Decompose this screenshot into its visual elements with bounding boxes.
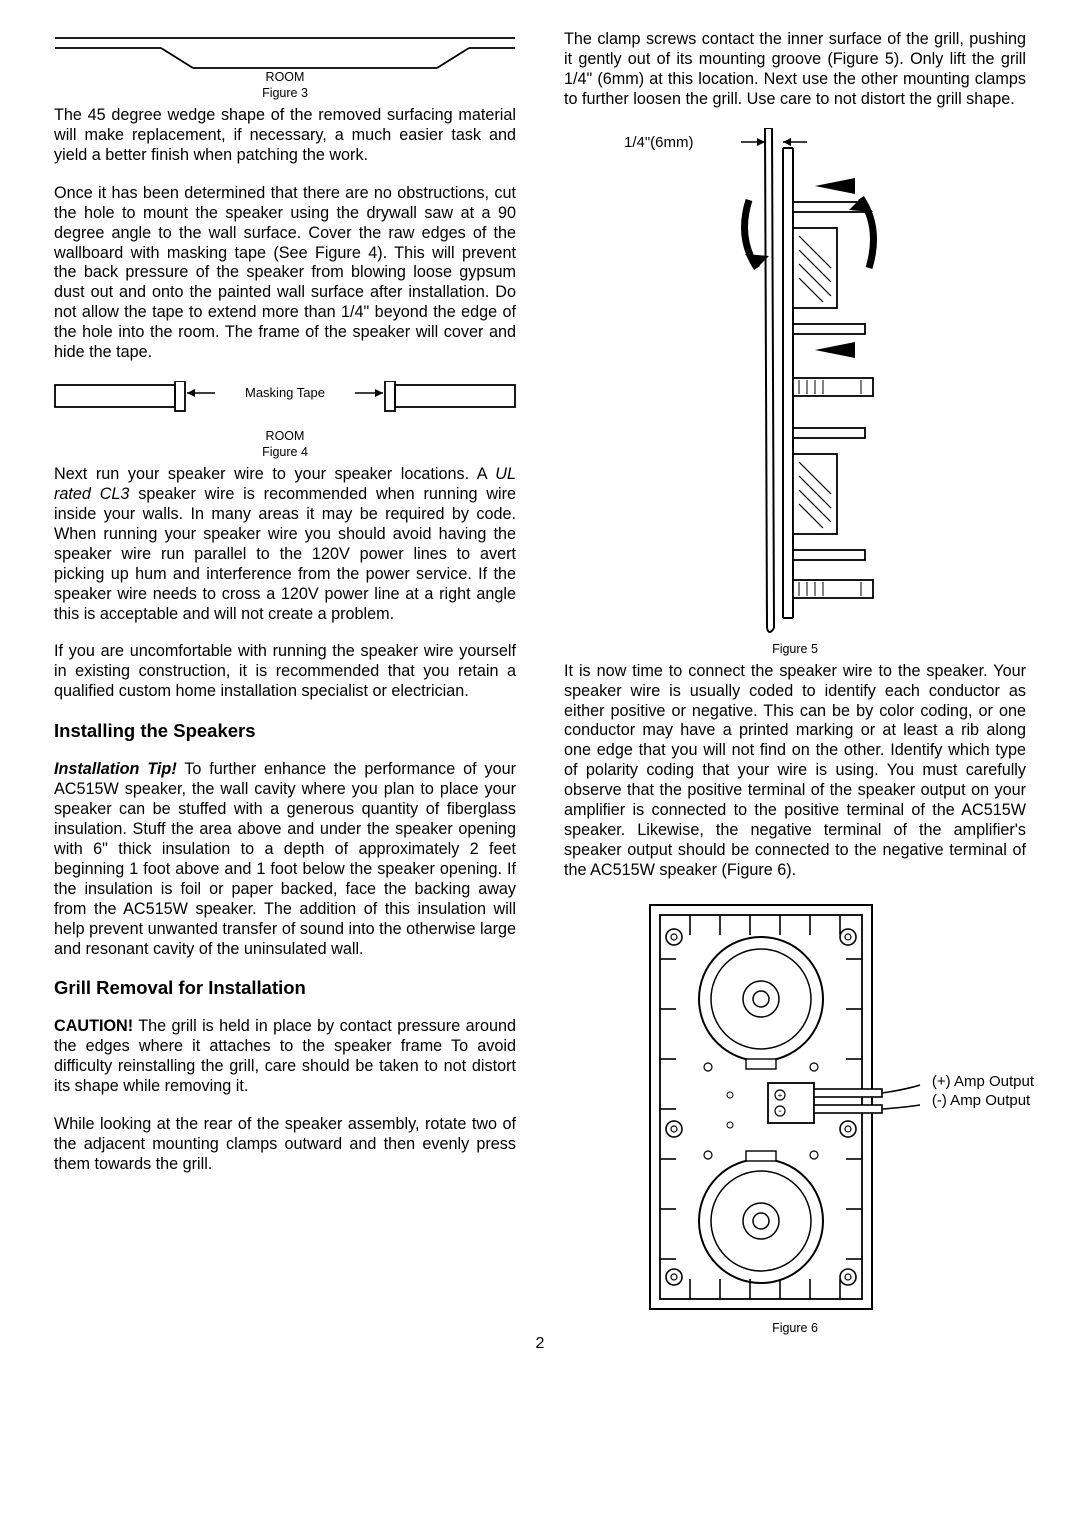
- svg-text:Masking Tape: Masking Tape: [245, 385, 325, 400]
- svg-text:+: +: [778, 1091, 783, 1100]
- paragraph-speaker-wire: Next run your speaker wire to your speak…: [54, 465, 516, 624]
- figure-4-caption: Figure 4: [54, 445, 516, 459]
- figure-5-wrap: 1/4"(6mm): [564, 128, 1026, 656]
- paragraph-rear-assembly: While looking at the rear of the speaker…: [54, 1115, 516, 1175]
- figure-5-dimension-label: 1/4"(6mm): [624, 134, 694, 151]
- figure-6-caption: Figure 6: [564, 1321, 1026, 1335]
- heading-grill-removal: Grill Removal for Installation: [54, 977, 516, 999]
- paragraph-connect-wire: It is now time to connect the speaker wi…: [564, 662, 1026, 881]
- heading-installing-speakers: Installing the Speakers: [54, 720, 516, 742]
- figure-3-caption: Figure 3: [54, 86, 516, 100]
- p3-pre: Next run your speaker wire to your speak…: [54, 465, 495, 483]
- paragraph-install-tip: Installation Tip! To further enhance the…: [54, 760, 516, 959]
- figure-3-diagram: [54, 32, 516, 70]
- pos-amp-output-label: (+) Amp Output: [932, 1073, 1034, 1090]
- p3-post: speaker wire is recommended when running…: [54, 485, 516, 623]
- paragraph-uncomfortable: If you are uncomfortable with running th…: [54, 642, 516, 702]
- figure-6-wrap: + - (+) Amp Output (-) Amp Output Figure…: [564, 899, 1026, 1335]
- paragraph-clamp-screws: The clamp screws contact the inner surfa…: [564, 30, 1026, 110]
- paragraph-obstructions: Once it has been determined that there a…: [54, 184, 516, 363]
- figure-6-diagram: + -: [620, 899, 970, 1319]
- figure-5-caption: Figure 5: [564, 642, 1026, 656]
- two-column-layout: ROOM Figure 3 The 45 degree wedge shape …: [54, 30, 1026, 1335]
- paragraph-wedge: The 45 degree wedge shape of the removed…: [54, 106, 516, 166]
- svg-text:-: -: [778, 1106, 781, 1117]
- figure-5-diagram: [665, 128, 925, 638]
- caution-label: CAUTION!: [54, 1017, 133, 1035]
- figure-6-terminal-labels: (+) Amp Output (-) Amp Output: [932, 1073, 1034, 1111]
- figure-4-room-label: ROOM: [54, 429, 516, 443]
- install-tip-label: Installation Tip!: [54, 760, 177, 778]
- page-number: 2: [54, 1335, 1026, 1353]
- paragraph-caution: CAUTION! The grill is held in place by c…: [54, 1017, 516, 1097]
- right-column: The clamp screws contact the inner surfa…: [564, 30, 1026, 1335]
- install-tip-body: To further enhance the performance of yo…: [54, 760, 516, 957]
- neg-amp-output-label: (-) Amp Output: [932, 1092, 1030, 1109]
- left-column: ROOM Figure 3 The 45 degree wedge shape …: [54, 30, 516, 1335]
- figure-4-diagram: Masking Tape: [54, 381, 516, 429]
- figure-3-room-label: ROOM: [54, 70, 516, 84]
